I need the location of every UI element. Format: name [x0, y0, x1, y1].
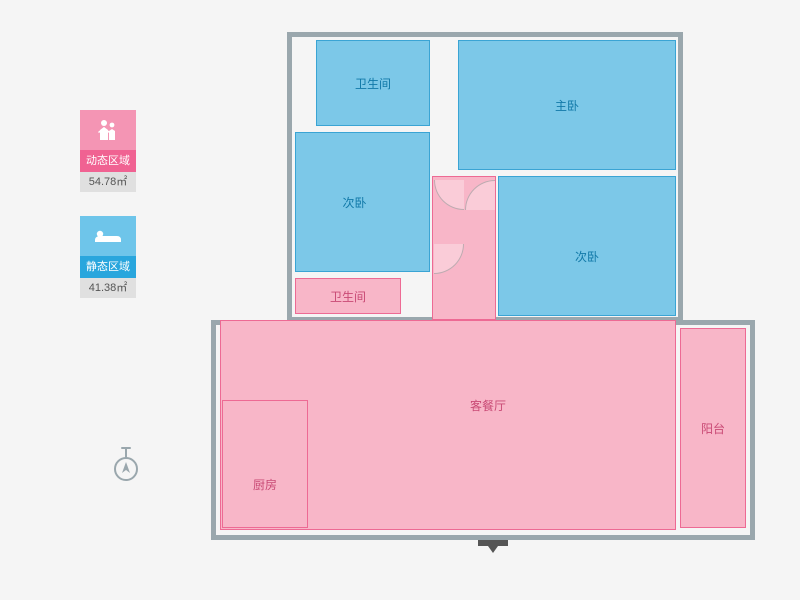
- room-bathroom-1: 卫生间: [316, 40, 430, 126]
- legend-item-dynamic: 动态区域 54.78㎡: [80, 110, 136, 192]
- legend: 动态区域 54.78㎡ 静态区域 41.38㎡: [80, 110, 136, 322]
- compass-icon: [110, 445, 142, 490]
- room-label: 主卧: [555, 97, 579, 114]
- room-bedroom-3: 次卧: [498, 176, 676, 316]
- room-label: 阳台: [701, 420, 725, 437]
- room-label: 卫生间: [355, 75, 391, 92]
- room-label: 厨房: [253, 476, 277, 493]
- room-master-bedroom: 主卧: [458, 40, 676, 170]
- room-bathroom-2: 卫生间: [295, 278, 401, 314]
- legend-value-dynamic: 54.78㎡: [80, 172, 136, 192]
- room-label: 卫生间: [330, 288, 366, 305]
- sleep-icon: [80, 216, 136, 256]
- legend-item-static: 静态区域 41.38㎡: [80, 216, 136, 298]
- room-bedroom-2: 次卧: [295, 132, 430, 272]
- room-label: 客餐厅: [470, 397, 506, 414]
- legend-label-dynamic: 动态区域: [80, 150, 136, 172]
- entry-arrow-icon: [488, 546, 498, 553]
- people-icon: [80, 110, 136, 150]
- room-kitchen: 厨房: [222, 400, 308, 528]
- legend-label-static: 静态区域: [80, 256, 136, 278]
- room-label: 次卧: [342, 194, 366, 211]
- room-label: 次卧: [575, 248, 599, 265]
- room-balcony: 阳台: [680, 328, 746, 528]
- legend-value-static: 41.38㎡: [80, 278, 136, 298]
